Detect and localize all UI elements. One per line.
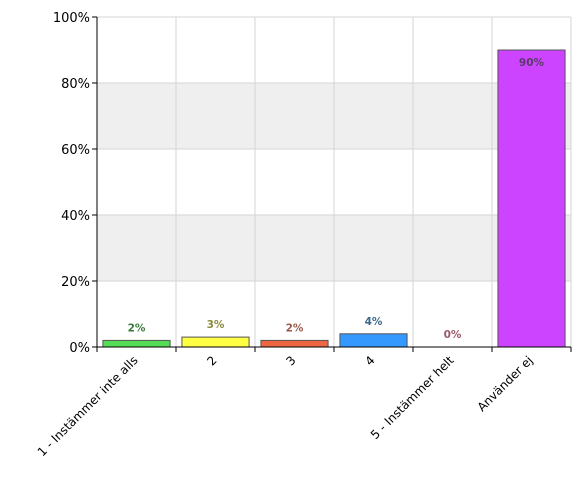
x-tick-label: 1 - Instämmer inte alls [35, 353, 141, 459]
bar [260, 339, 329, 348]
y-tick-label: 60% [61, 143, 90, 158]
y-tick-label: 20% [61, 275, 90, 290]
y-tick-label: 40% [61, 209, 90, 224]
bar [102, 339, 171, 348]
y-tick-label: 100% [53, 11, 90, 26]
x-tick-label: 5 - Instämmer helt [368, 353, 457, 442]
bar [497, 49, 566, 348]
vertical-gridlines [175, 17, 572, 347]
data-label: 3% [207, 319, 225, 331]
data-label: 2% [286, 322, 304, 334]
bar [339, 333, 408, 348]
y-tick-labels: 0% 20% 40% 60% 80% 100% [53, 11, 90, 356]
y-tick-label: 80% [61, 77, 90, 92]
data-label: 2% [128, 322, 146, 334]
bar [181, 336, 250, 348]
x-tick-label: 4 [362, 353, 377, 368]
x-tick-labels: 1 - Instämmer inte alls 2 3 45 - Instämmer … [35, 353, 536, 459]
bars [102, 49, 566, 348]
data-label: 4% [365, 316, 383, 328]
data-label: 90% [519, 57, 545, 69]
x-tick-label: Använder ej [475, 353, 536, 414]
axes [92, 16, 572, 352]
x-tick-label: 2 [204, 353, 219, 368]
data-label: 0% [444, 329, 462, 341]
y-tick-label: 0% [69, 341, 90, 356]
x-tick-label: 3 [283, 353, 298, 368]
data-labels: 2% 3% 2% 4% 0% 90% [128, 57, 545, 341]
